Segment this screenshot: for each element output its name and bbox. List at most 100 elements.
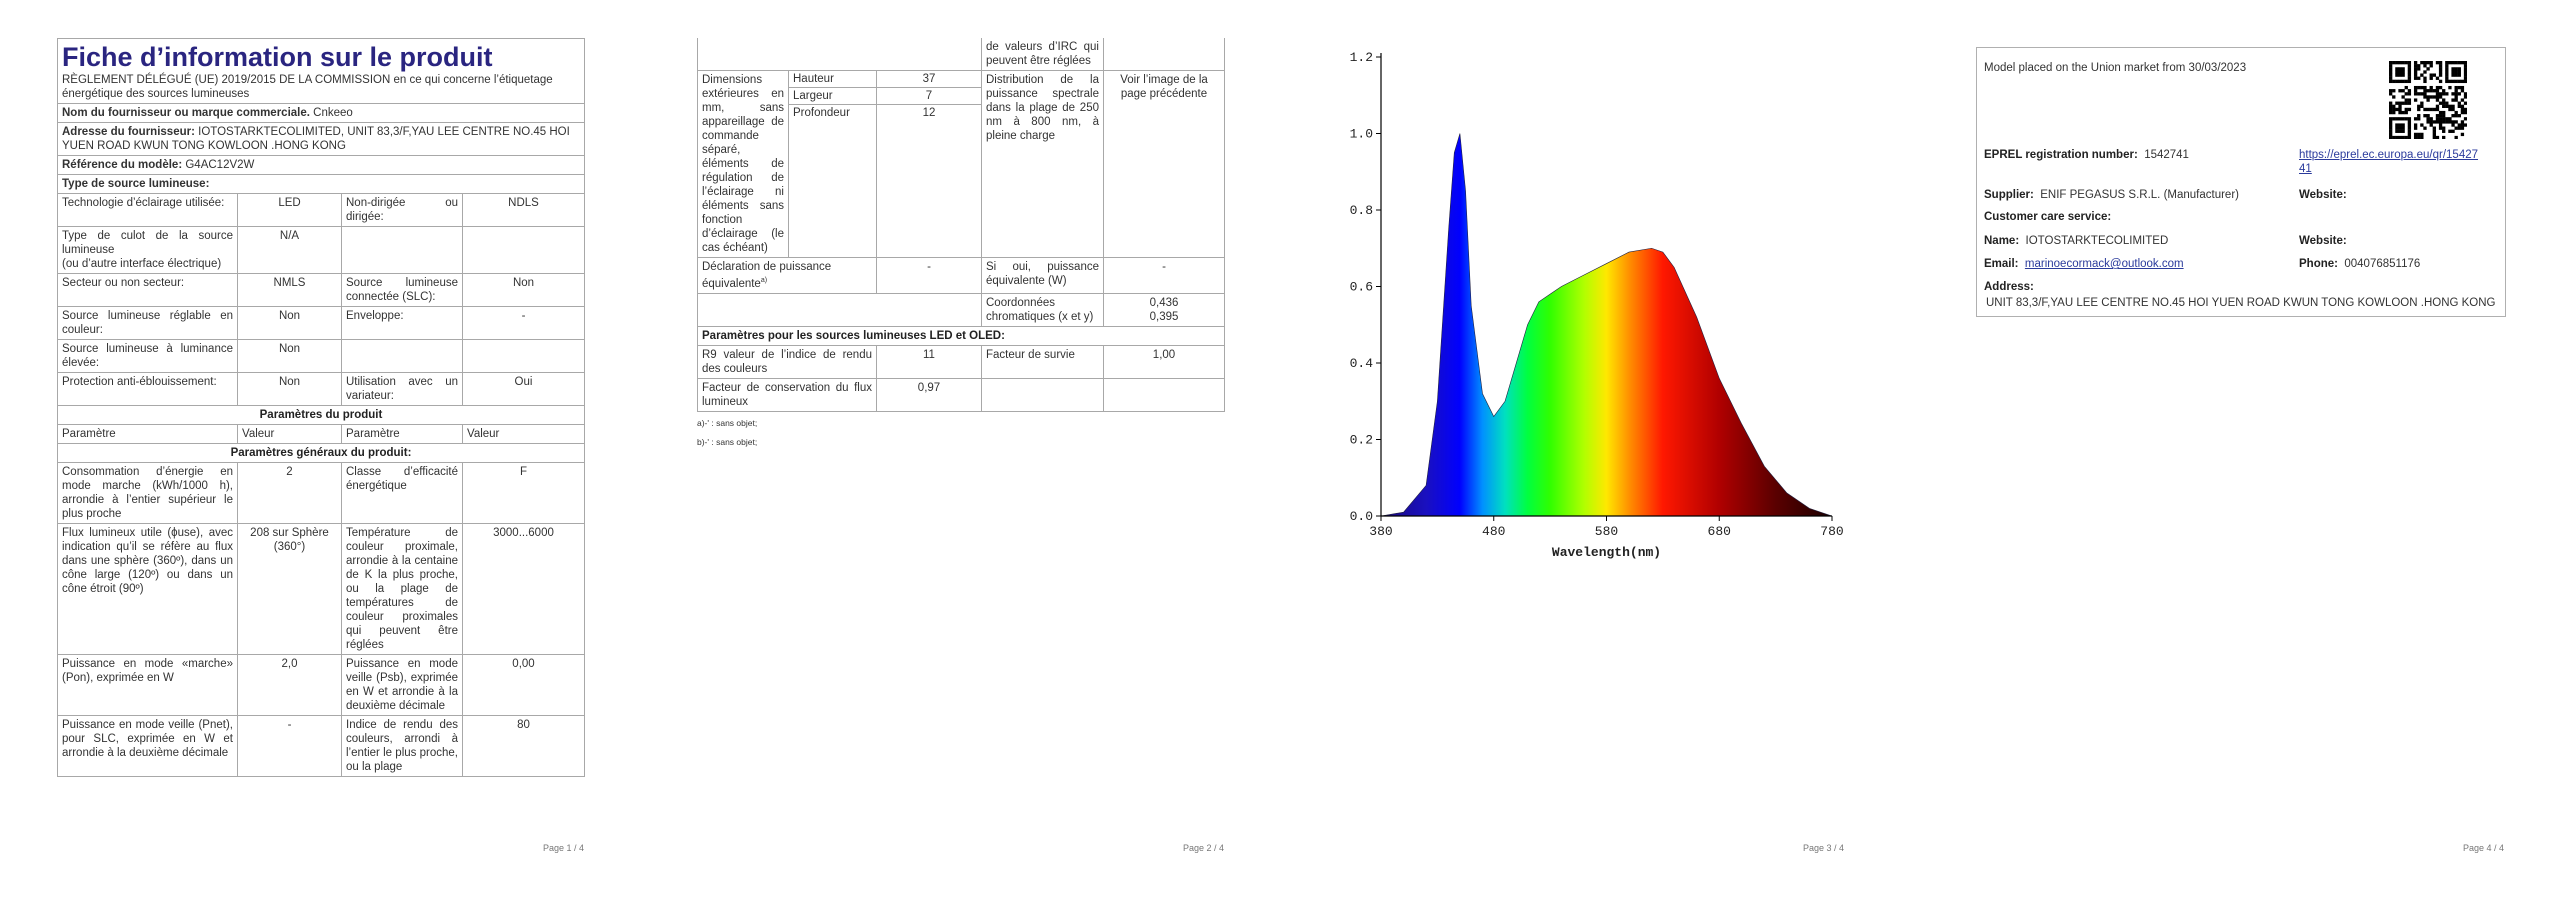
cell: Non (237, 306, 342, 340)
qr-module (2435, 117, 2440, 121)
qr-module (2426, 117, 2430, 121)
qr-module (2395, 135, 2399, 139)
qr-module (2407, 132, 2412, 137)
label: Website: (2299, 235, 2347, 247)
qr-module (2451, 67, 2455, 71)
qr-module (2454, 73, 2458, 77)
qr-module (2435, 107, 2440, 112)
qr-module (2451, 123, 2455, 127)
qr-module (2463, 123, 2467, 127)
qr-module (2413, 92, 2418, 96)
qr-module (2392, 95, 2396, 99)
qr-module (2404, 135, 2408, 139)
regulation: RÈGLEMENT DÉLÉGUÉ (UE) 2019/2015 DE LA C… (62, 74, 553, 100)
qr-module (2417, 107, 2421, 112)
qr-module (2435, 76, 2440, 80)
qr-module (2426, 89, 2430, 93)
cell: Dimensions extérieures en mm, sans appar… (697, 70, 789, 258)
qr-module (2420, 85, 2424, 90)
qr-module (2448, 61, 2452, 65)
x-axis-label: Wavelength(nm) (1552, 545, 1661, 560)
qr-module (2442, 110, 2446, 115)
qr-module (2413, 89, 2418, 93)
qr-module (2426, 114, 2430, 118)
qr-module (2407, 92, 2412, 96)
params-head: Paramètres du produit Paramètre Valeur Par… (57, 405, 585, 463)
qr-module (2435, 120, 2440, 124)
cell: 0,97 (876, 377, 982, 412)
qr-module (2389, 129, 2393, 133)
qr-module (2420, 73, 2424, 77)
email-link[interactable]: marinoecormack@outlook.com (2024, 258, 2184, 270)
qr-module (2417, 104, 2421, 108)
qr-module (2448, 117, 2452, 121)
qr-module (2389, 120, 2393, 124)
qr-module (2438, 67, 2443, 71)
cell: 1,00 (1103, 344, 1225, 379)
qr-module (2407, 123, 2412, 127)
qr-module (2407, 61, 2412, 65)
row: Source lumineuse réglable en couleur: Non… (57, 306, 585, 340)
qr-module (2432, 95, 2436, 99)
cell: Source lumineuse réglable en couleur: (57, 306, 238, 340)
qr-module (2460, 126, 2465, 130)
qr-module (2426, 67, 2430, 71)
row: Type de culot de la source lumineuse (ou… (57, 226, 585, 274)
qr-module (2404, 85, 2408, 90)
qr-module (2395, 101, 2399, 105)
qr-module (2420, 101, 2424, 105)
qr-module (2442, 117, 2446, 121)
qr-module (2429, 73, 2433, 77)
cell: Voir l’image de la page précédente (1103, 70, 1225, 258)
qr-module (2454, 92, 2458, 96)
qr-module (2392, 79, 2396, 84)
y-tick-label: 0.8 (1350, 203, 1373, 218)
qr-module (2401, 101, 2405, 105)
qr-module (2435, 89, 2440, 93)
qr-module (2423, 89, 2427, 93)
qr-module (2413, 132, 2418, 137)
qr-module (2404, 79, 2408, 84)
qr-module (2417, 85, 2421, 90)
qr-module (2429, 95, 2433, 99)
qr-module (2413, 98, 2418, 102)
qr-module (2423, 76, 2427, 80)
row: Déclaration de puissance équivalentea) - S… (697, 257, 1225, 294)
cell: Utilisation avec un variateur: (341, 372, 463, 406)
qr-module (2438, 61, 2443, 65)
label: Email: (1984, 258, 2019, 270)
qr-module (2454, 120, 2458, 124)
qr-module (2423, 107, 2427, 112)
qr-module (2389, 132, 2393, 137)
y-tick-label: 0.4 (1350, 356, 1374, 371)
qr-module (2442, 126, 2446, 130)
qr-module (2404, 107, 2408, 112)
qr-module (2429, 123, 2433, 127)
qr-module (2435, 98, 2440, 102)
qr-module (2454, 61, 2458, 65)
cell: F (462, 462, 585, 524)
qr-module (2423, 95, 2427, 99)
label: Customer care service: (1984, 211, 2112, 223)
qr-module (2454, 85, 2458, 90)
cell: Distribution de la puissance spectrale d… (981, 70, 1104, 258)
row: Consommation d’énergie en mode marche (k… (57, 462, 585, 524)
qr-module (2429, 120, 2433, 124)
cell: Type de source lumineuse: (57, 174, 585, 194)
row: Coordonnées chromatiques (x et y) 0,436 0… (697, 292, 1225, 327)
qr-module (2398, 79, 2402, 84)
qr-module (2407, 117, 2412, 121)
qr-module (2407, 89, 2412, 93)
qr-module (2389, 76, 2393, 80)
div: Address: (1984, 280, 2034, 294)
qr-module (2442, 129, 2446, 133)
cell: Hauteur Largeur Profondeur (788, 70, 877, 258)
qr-module (2395, 107, 2399, 112)
eprel-link[interactable]: https://eprel.ec.europa.eu/qr/1542741 (2299, 149, 2479, 175)
qr-module (2404, 117, 2408, 121)
qr-module (2404, 110, 2408, 115)
qr-module (2445, 117, 2449, 121)
qr-module (2451, 92, 2455, 96)
qr-module (2454, 95, 2458, 99)
qr-module (2413, 70, 2418, 74)
